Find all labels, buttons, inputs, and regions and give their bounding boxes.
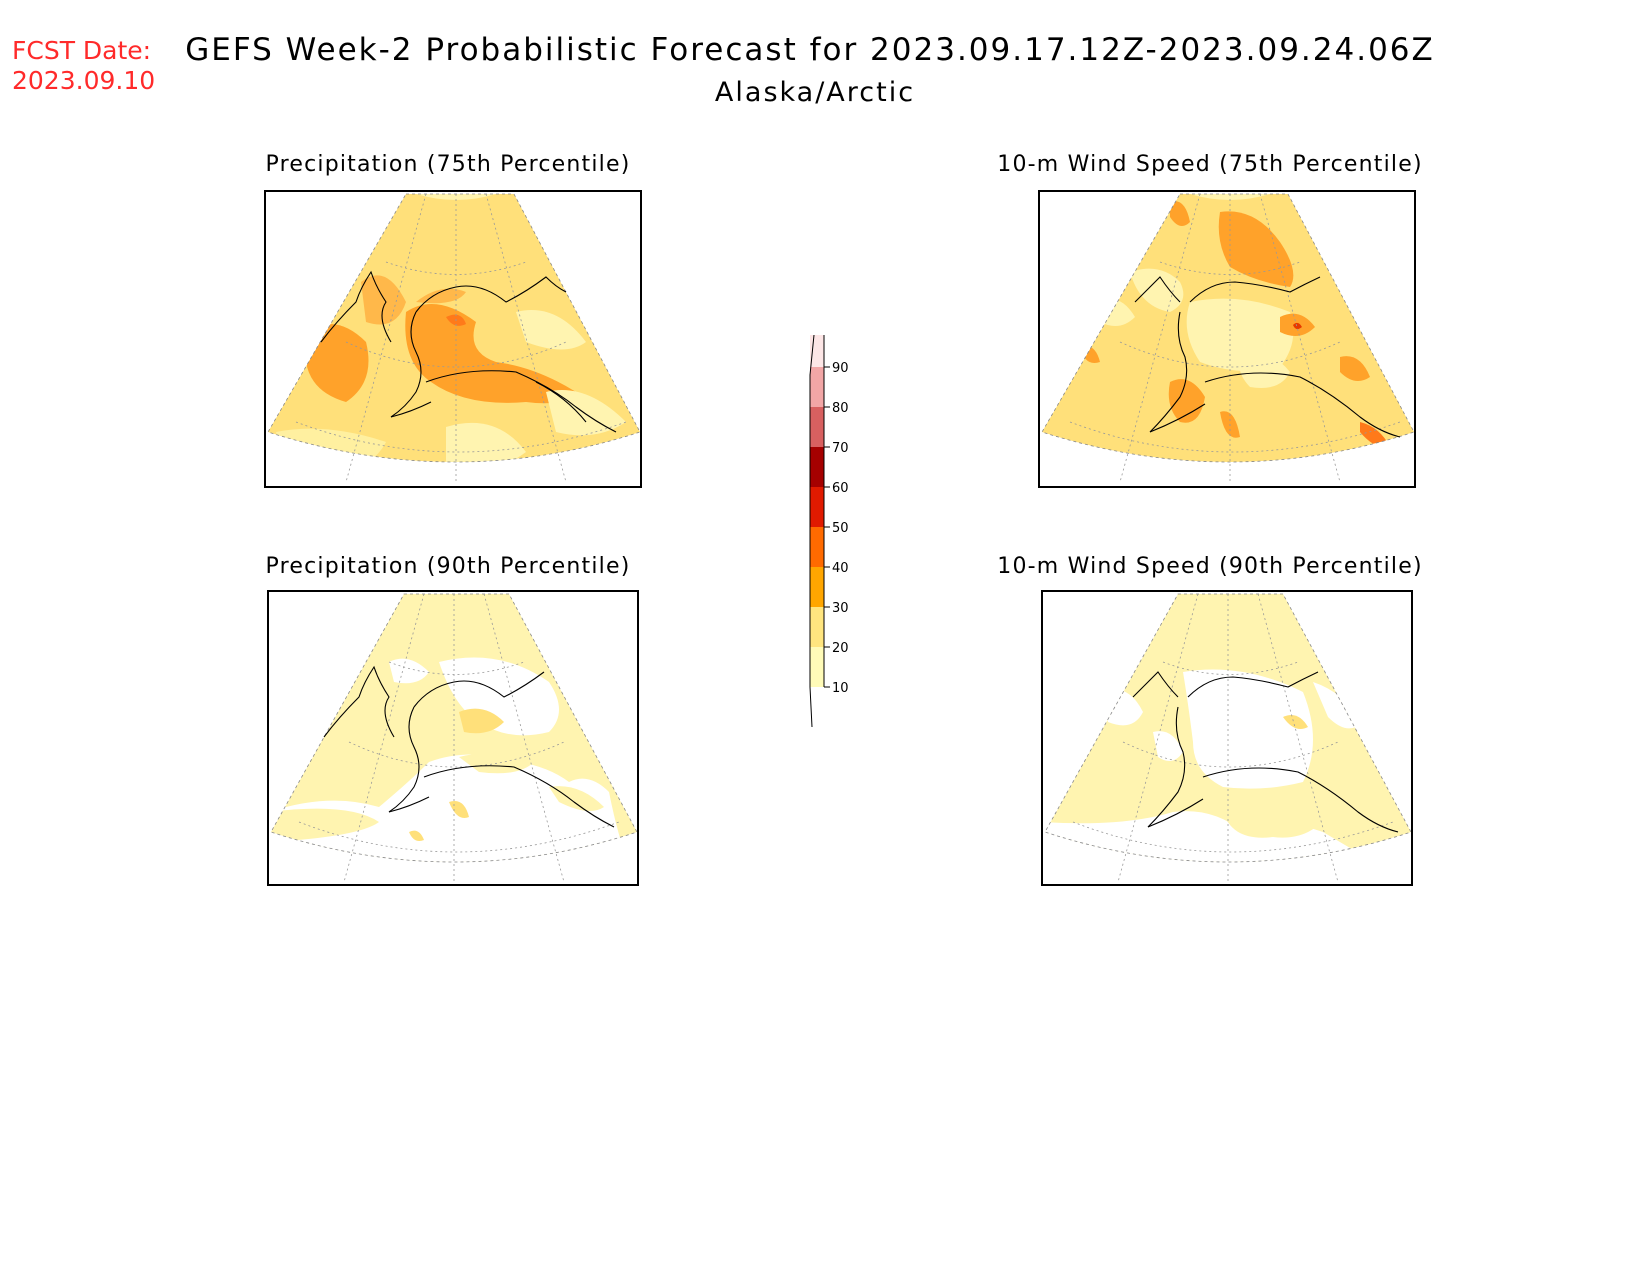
color-bar-tick-label: 70 bbox=[832, 441, 849, 456]
color-bar-tick-label: 30 bbox=[832, 601, 849, 616]
panel-title-precip-90: Precipitation (90th Percentile) bbox=[265, 554, 631, 579]
color-bar-tick-label: 50 bbox=[832, 521, 849, 536]
color-bar-plot: 10 20 30 40 50 60 70 80 90 bbox=[809, 327, 849, 728]
page-title: GEFS Week-2 Probabilistic Forecast for 2… bbox=[185, 32, 1435, 68]
forecast-date-label: FCST Date: 2023.09.10 bbox=[12, 36, 155, 96]
color-bar-tick-label: 60 bbox=[832, 481, 849, 496]
color-bar-swatch bbox=[810, 487, 824, 527]
color-bar-swatch bbox=[810, 367, 824, 407]
color-bar-tick-label: 80 bbox=[832, 401, 849, 416]
map-wind-75 bbox=[1038, 190, 1416, 488]
color-bar-swatch bbox=[810, 527, 824, 567]
page-subtitle: Alaska/Arctic bbox=[714, 77, 916, 108]
color-bar-outline bbox=[809, 327, 825, 728]
map-wind-90-plot bbox=[1044, 593, 1411, 883]
panel-title-wind-75: 10-m Wind Speed (75th Percentile) bbox=[997, 152, 1423, 177]
panel-title-wind-90: 10-m Wind Speed (90th Percentile) bbox=[997, 554, 1423, 579]
map-precip-90 bbox=[267, 590, 639, 886]
fcst-date-value: 2023.09.10 bbox=[12, 66, 156, 95]
map-precip-75 bbox=[264, 190, 642, 488]
color-bar-tick-label: 20 bbox=[832, 641, 849, 656]
map-wind-75-plot bbox=[1041, 193, 1414, 483]
map-precip-90-plot bbox=[270, 593, 637, 883]
color-bar-swatch bbox=[810, 407, 824, 447]
panel-title-precip-75: Precipitation (75th Percentile) bbox=[265, 152, 631, 177]
map-wind-90 bbox=[1041, 590, 1413, 886]
color-bar: 10 20 30 40 50 60 70 80 90 bbox=[808, 327, 888, 745]
color-bar-swatch bbox=[810, 607, 824, 647]
color-bar-tick-label: 40 bbox=[832, 561, 849, 576]
color-bar-tick-label: 10 bbox=[832, 681, 849, 696]
color-bar-swatch bbox=[810, 447, 824, 487]
color-bar-swatch bbox=[810, 567, 824, 607]
color-bar-tick-label: 90 bbox=[832, 361, 849, 376]
fcst-date-caption: FCST Date: bbox=[12, 36, 152, 65]
color-bar-swatch bbox=[810, 647, 824, 687]
map-precip-75-plot bbox=[267, 193, 640, 483]
